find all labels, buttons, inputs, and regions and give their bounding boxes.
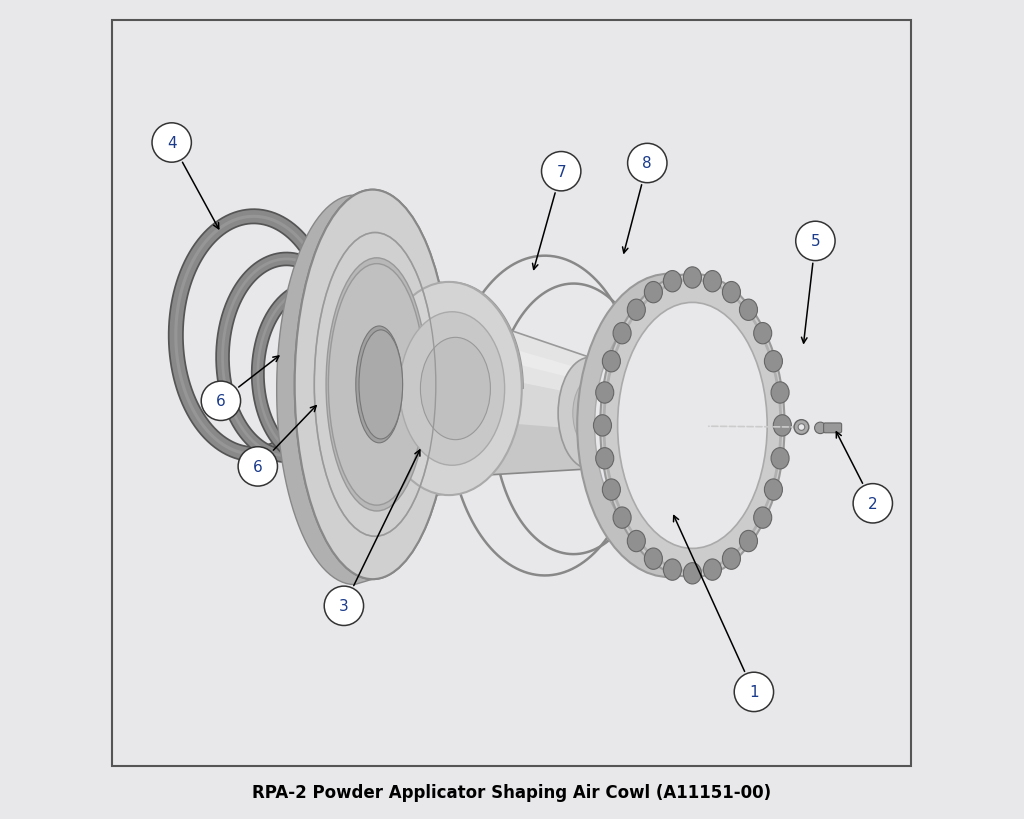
Ellipse shape bbox=[628, 300, 645, 321]
Ellipse shape bbox=[722, 549, 740, 570]
Ellipse shape bbox=[754, 324, 772, 345]
Circle shape bbox=[325, 586, 364, 626]
Ellipse shape bbox=[355, 327, 402, 443]
Ellipse shape bbox=[578, 274, 762, 577]
Text: 6: 6 bbox=[216, 394, 225, 409]
Ellipse shape bbox=[596, 382, 613, 404]
Ellipse shape bbox=[764, 351, 782, 373]
Text: 8: 8 bbox=[642, 156, 652, 171]
Ellipse shape bbox=[613, 507, 631, 528]
Ellipse shape bbox=[628, 531, 645, 552]
Polygon shape bbox=[397, 414, 590, 481]
Ellipse shape bbox=[558, 358, 622, 469]
Ellipse shape bbox=[771, 382, 790, 404]
FancyBboxPatch shape bbox=[112, 20, 911, 766]
Ellipse shape bbox=[371, 316, 473, 467]
Ellipse shape bbox=[596, 448, 613, 469]
Polygon shape bbox=[354, 283, 523, 389]
Circle shape bbox=[239, 447, 278, 486]
Ellipse shape bbox=[376, 283, 522, 495]
Ellipse shape bbox=[600, 274, 784, 577]
Ellipse shape bbox=[683, 268, 701, 289]
Ellipse shape bbox=[376, 332, 419, 438]
Ellipse shape bbox=[773, 415, 792, 437]
Circle shape bbox=[542, 152, 581, 192]
Ellipse shape bbox=[594, 415, 611, 437]
Ellipse shape bbox=[421, 338, 490, 440]
Circle shape bbox=[734, 672, 773, 712]
Polygon shape bbox=[397, 316, 590, 383]
Ellipse shape bbox=[722, 282, 740, 303]
Polygon shape bbox=[276, 190, 373, 585]
Text: 4: 4 bbox=[167, 136, 176, 151]
Ellipse shape bbox=[606, 391, 640, 441]
Ellipse shape bbox=[644, 549, 663, 570]
Text: 1: 1 bbox=[750, 685, 759, 699]
Ellipse shape bbox=[703, 559, 722, 581]
FancyBboxPatch shape bbox=[823, 423, 842, 433]
Circle shape bbox=[853, 484, 893, 523]
Circle shape bbox=[152, 124, 191, 163]
Ellipse shape bbox=[664, 559, 681, 581]
Text: 6: 6 bbox=[253, 459, 263, 474]
Text: 3: 3 bbox=[339, 599, 349, 613]
Text: 7: 7 bbox=[556, 165, 566, 179]
Ellipse shape bbox=[644, 282, 663, 303]
Ellipse shape bbox=[613, 324, 631, 345]
Ellipse shape bbox=[771, 448, 790, 469]
Text: RPA-2 Powder Applicator Shaping Air Cowl (A11151-00): RPA-2 Powder Applicator Shaping Air Cowl… bbox=[253, 783, 771, 801]
Ellipse shape bbox=[703, 271, 722, 292]
Ellipse shape bbox=[754, 507, 772, 528]
Circle shape bbox=[798, 424, 805, 431]
Circle shape bbox=[202, 382, 241, 421]
Ellipse shape bbox=[388, 330, 463, 453]
Ellipse shape bbox=[764, 479, 782, 500]
Ellipse shape bbox=[602, 479, 621, 500]
Ellipse shape bbox=[295, 190, 451, 580]
Ellipse shape bbox=[617, 303, 767, 549]
Ellipse shape bbox=[295, 190, 451, 580]
Ellipse shape bbox=[664, 271, 681, 292]
Ellipse shape bbox=[361, 283, 507, 495]
Ellipse shape bbox=[329, 265, 425, 505]
Polygon shape bbox=[397, 292, 590, 397]
Ellipse shape bbox=[595, 303, 744, 549]
Circle shape bbox=[796, 222, 836, 261]
Circle shape bbox=[794, 420, 809, 435]
Polygon shape bbox=[397, 292, 590, 481]
Ellipse shape bbox=[739, 300, 758, 321]
Ellipse shape bbox=[739, 531, 758, 552]
Text: 5: 5 bbox=[811, 234, 820, 249]
Circle shape bbox=[628, 144, 667, 183]
Ellipse shape bbox=[683, 563, 701, 584]
Ellipse shape bbox=[326, 259, 427, 511]
Ellipse shape bbox=[602, 351, 621, 373]
Ellipse shape bbox=[359, 330, 402, 439]
Circle shape bbox=[814, 423, 826, 434]
Polygon shape bbox=[590, 382, 623, 445]
Ellipse shape bbox=[572, 378, 615, 450]
Text: 2: 2 bbox=[868, 496, 878, 511]
Ellipse shape bbox=[399, 312, 505, 466]
